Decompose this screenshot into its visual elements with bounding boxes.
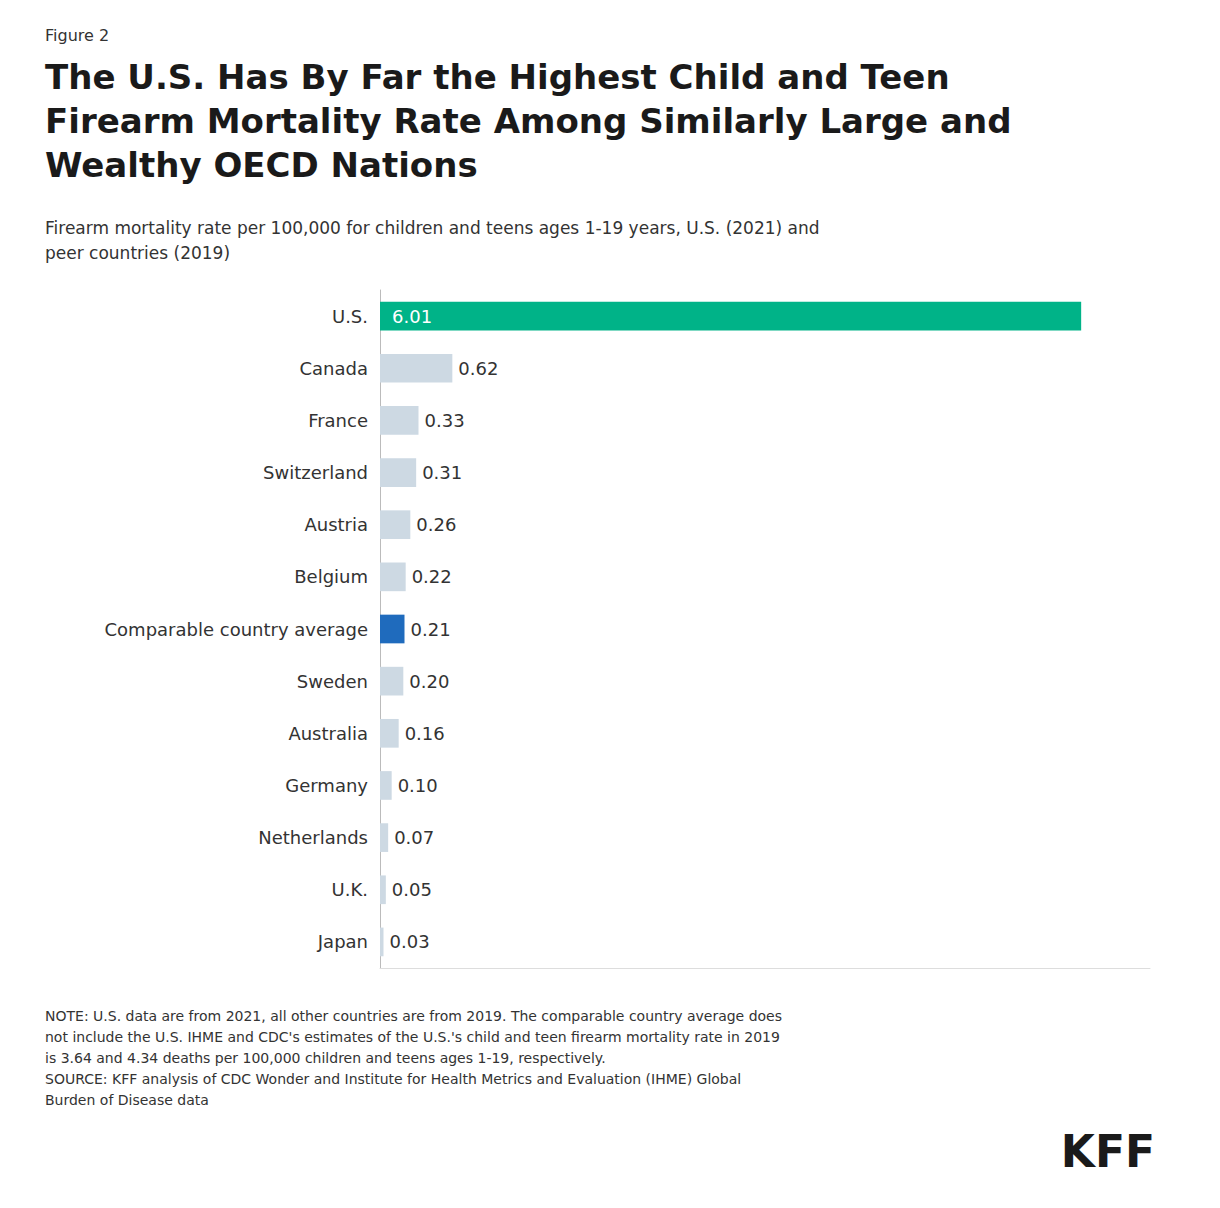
svg-text:Firearm Mortality Rate Among S: Firearm Mortality Rate Among Similarly L… [45, 101, 1012, 141]
svg-text:Comparable country average: Comparable country average [105, 619, 368, 640]
svg-text:Figure 2: Figure 2 [45, 26, 109, 45]
svg-text:Switzerland: Switzerland [263, 462, 368, 483]
svg-text:Belgium: Belgium [294, 566, 368, 587]
svg-text:Wealthy OECD Nations: Wealthy OECD Nations [45, 145, 478, 185]
svg-text:0.22: 0.22 [412, 566, 452, 587]
svg-text:0.26: 0.26 [416, 514, 456, 535]
svg-text:Austria: Austria [304, 514, 368, 535]
svg-text:Australia: Australia [288, 723, 368, 744]
svg-text:Netherlands: Netherlands [258, 827, 368, 848]
svg-text:Sweden: Sweden [297, 671, 368, 692]
svg-text:not include the U.S. IHME and: not include the U.S. IHME and CDC's esti… [45, 1029, 780, 1045]
svg-text:0.10: 0.10 [398, 775, 438, 796]
svg-text:U.K.: U.K. [332, 879, 368, 900]
svg-text:0.20: 0.20 [409, 671, 449, 692]
svg-text:France: France [308, 410, 368, 431]
svg-text:0.21: 0.21 [411, 619, 451, 640]
svg-text:0.62: 0.62 [458, 358, 498, 379]
svg-text:U.S.: U.S. [332, 306, 368, 327]
svg-text:Japan: Japan [317, 931, 368, 952]
svg-text:0.03: 0.03 [390, 931, 430, 952]
svg-text:0.31: 0.31 [422, 462, 462, 483]
svg-text:0.16: 0.16 [405, 723, 445, 744]
svg-text:Firearm mortality rate per 100: Firearm mortality rate per 100,000 for c… [45, 218, 820, 238]
svg-text:Burden of Disease data: Burden of Disease data [45, 1092, 209, 1108]
svg-text:KFF: KFF [1061, 1126, 1155, 1177]
svg-text:6.01: 6.01 [392, 306, 432, 327]
svg-text:0.07: 0.07 [394, 827, 434, 848]
svg-text:SOURCE: KFF analysis of CDC Wo: SOURCE: KFF analysis of CDC Wonder and I… [45, 1071, 741, 1087]
svg-text:Canada: Canada [300, 358, 369, 379]
svg-text:peer countries (2019): peer countries (2019) [45, 243, 230, 263]
svg-text:0.05: 0.05 [392, 879, 432, 900]
svg-text:Germany: Germany [285, 775, 368, 796]
svg-text:is 3.64 and 4.34 deaths per 10: is 3.64 and 4.34 deaths per 100,000 chil… [45, 1050, 606, 1066]
svg-text:NOTE: U.S. data are from 2021,: NOTE: U.S. data are from 2021, all other… [45, 1008, 782, 1024]
svg-text:0.33: 0.33 [425, 410, 465, 431]
svg-text:The U.S. Has By Far the Highes: The U.S. Has By Far the Highest Child an… [45, 57, 950, 97]
